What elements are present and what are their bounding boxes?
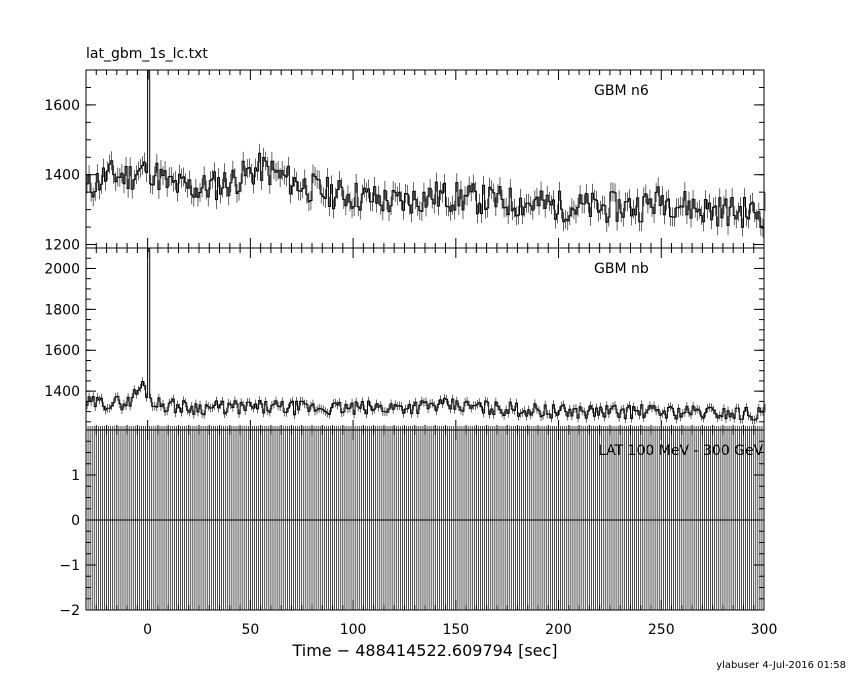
y-tick-label: 1800 xyxy=(44,302,80,318)
x-tick-label: 50 xyxy=(241,622,259,638)
y-tick-label: −1 xyxy=(59,558,80,574)
y-tick-label: −2 xyxy=(59,603,80,619)
y-tick-label: 1600 xyxy=(44,98,80,114)
x-tick-label: 150 xyxy=(442,622,469,638)
x-tick-label: 100 xyxy=(340,622,367,638)
legend-label: GBM n6 xyxy=(594,83,649,99)
x-axis-label: Time − 488414522.609794 [sec] xyxy=(291,641,557,660)
x-tick-label: 200 xyxy=(545,622,572,638)
footer-credit: ylabuser 4-Jul-2016 01:58 xyxy=(716,660,846,671)
y-tick-label: 1600 xyxy=(44,343,80,359)
panel-lat: −2 −1 0 1 LAT 100 MeV - 300 GeV xyxy=(59,426,765,619)
legend-label: LAT 100 MeV - 300 GeV xyxy=(598,443,764,459)
panel-gbm-n6: 1200 1400 1600 GBM n6 xyxy=(44,69,766,254)
x-tick-label: 250 xyxy=(648,622,675,638)
x-tick-label: 300 xyxy=(751,622,778,638)
y-tick-label: 1 xyxy=(71,468,80,484)
y-tick-label: 1400 xyxy=(44,168,80,184)
x-axis: 0 50 100 150 200 250 300 Time − 488414522.60979… xyxy=(143,622,777,660)
series-line xyxy=(86,69,765,229)
x-tick-label: 0 xyxy=(143,622,152,638)
y-tick-label: 1400 xyxy=(44,384,80,400)
series-line xyxy=(86,247,765,421)
legend-label: GBM nb xyxy=(594,261,649,277)
file-title: lat_gbm_1s_lc.txt xyxy=(86,46,208,62)
panel-frame xyxy=(85,69,765,249)
y-tick-label: 1200 xyxy=(44,238,80,254)
panel-gbm-nb: 1400 1600 1800 2000 GBM nb xyxy=(44,247,766,431)
y-tick-label: 2000 xyxy=(44,261,80,277)
y-tick-label: 0 xyxy=(71,513,80,529)
